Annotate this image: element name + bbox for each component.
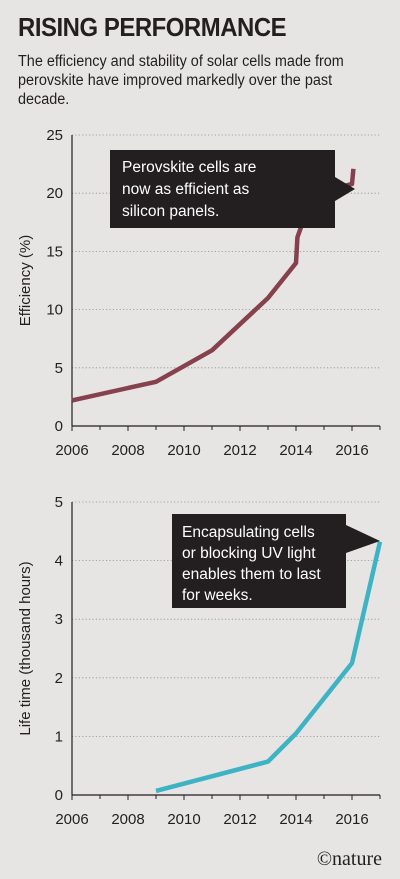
y-tick-label: 3 xyxy=(55,611,63,628)
x-tick-label: 2016 xyxy=(335,442,368,459)
x-tick-label: 2008 xyxy=(111,811,144,828)
x-tick-label: 2016 xyxy=(335,811,368,828)
y-tick-label: 2 xyxy=(55,670,63,687)
y-tick-label: 20 xyxy=(46,185,63,202)
x-tick-label: 2010 xyxy=(167,811,200,828)
y-tick-label: 1 xyxy=(55,728,63,745)
y-axis-label: Life time (thousand hours) xyxy=(17,561,34,735)
y-tick-label: 10 xyxy=(46,302,63,319)
y-tick-label: 5 xyxy=(55,494,63,511)
annotation-callout xyxy=(110,150,355,228)
chart-subtitle: The efficiency and stability of solar ce… xyxy=(18,53,344,108)
annotation-text: enables them to last xyxy=(182,566,321,583)
x-tick-label: 2014 xyxy=(279,811,312,828)
y-tick-label: 0 xyxy=(55,418,63,435)
y-tick-label: 0 xyxy=(55,787,63,804)
x-tick-label: 2006 xyxy=(55,811,88,828)
annotation-text: silicon panels. xyxy=(122,203,219,220)
x-tick-label: 2014 xyxy=(279,442,312,459)
annotation-text: or blocking UV light xyxy=(182,545,316,562)
y-tick-label: 15 xyxy=(46,243,63,260)
x-tick-label: 2008 xyxy=(111,442,144,459)
annotation-text: Encapsulating cells xyxy=(182,524,315,541)
annotation-text: Perovskite cells are xyxy=(122,159,256,176)
annotation-text: now as efficient as xyxy=(122,181,249,198)
x-tick-label: 2006 xyxy=(55,442,88,459)
annotation-callout xyxy=(172,514,380,608)
chart-title: RISING PERFORMANCE xyxy=(18,12,287,42)
lifetime-chart: 0 1 2 3 4 5 2006 2008 2010 2012 2014 2016 Life time … xyxy=(17,494,383,828)
annotation-text: for weeks. xyxy=(182,587,253,604)
efficiency-chart: 0 5 10 15 20 25 2006 2008 2010 2012 2014 2016 Effici… xyxy=(17,127,381,459)
x-tick-label: 2012 xyxy=(223,811,256,828)
x-tick-label: 2010 xyxy=(167,442,200,459)
nature-credit: ©nature xyxy=(316,848,382,870)
y-axis-label: Efficiency (%) xyxy=(17,235,34,326)
x-tick-label: 2012 xyxy=(223,442,256,459)
y-tick-label: 25 xyxy=(46,127,63,144)
series-line xyxy=(155,541,383,794)
y-tick-label: 5 xyxy=(55,360,63,377)
y-tick-label: 4 xyxy=(55,553,63,570)
